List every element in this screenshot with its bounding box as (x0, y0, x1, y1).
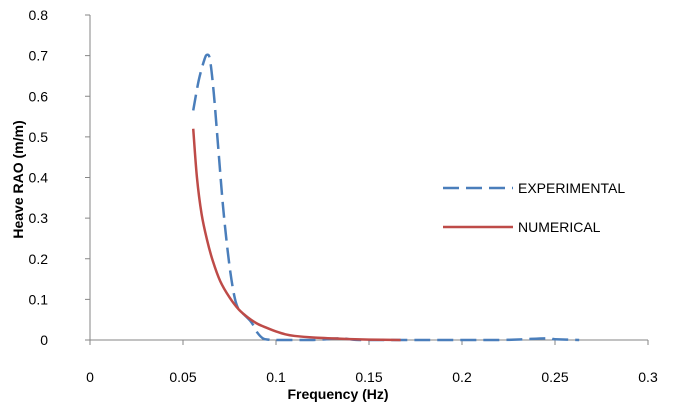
y-axis-title: Heave RAO (m/m) (10, 120, 26, 238)
x-tick-label: 0 (86, 369, 94, 385)
legend-label-experimental: EXPERIMENTAL (518, 180, 625, 196)
y-tick-label: 0.1 (29, 291, 49, 307)
y-tick-label: 0.2 (29, 251, 49, 267)
y-tick-label: 0.8 (29, 7, 49, 23)
series-line-experimental (192, 53, 580, 342)
series-layer (191, 53, 580, 342)
x-tick-label: 0.3 (638, 369, 658, 385)
legend: EXPERIMENTAL NUMERICAL (443, 180, 625, 235)
x-tick-label: 0.15 (355, 369, 382, 385)
y-tick-label: 0.6 (29, 88, 49, 104)
legend-label-numerical: NUMERICAL (518, 219, 601, 235)
y-tick-label: 0.3 (29, 210, 49, 226)
y-tick-label: 0.4 (29, 170, 49, 186)
x-tick-label: 0.25 (541, 369, 568, 385)
x-axis-title: Frequency (Hz) (287, 386, 388, 402)
y-tick-label: 0.5 (29, 129, 49, 145)
x-tick-label: 0.2 (452, 369, 472, 385)
tick-labels: 0 0.1 0.2 0.3 0.4 0.5 0.6 0.7 0.8 0 0.05 0.1 0.15 0.2… (29, 7, 658, 385)
y-tick-label: 0.7 (29, 48, 49, 64)
series-line-numerical (191, 128, 401, 342)
y-tick-label: 0 (40, 332, 48, 348)
x-tick-label: 0.05 (169, 369, 196, 385)
x-tick-label: 0.1 (266, 369, 286, 385)
